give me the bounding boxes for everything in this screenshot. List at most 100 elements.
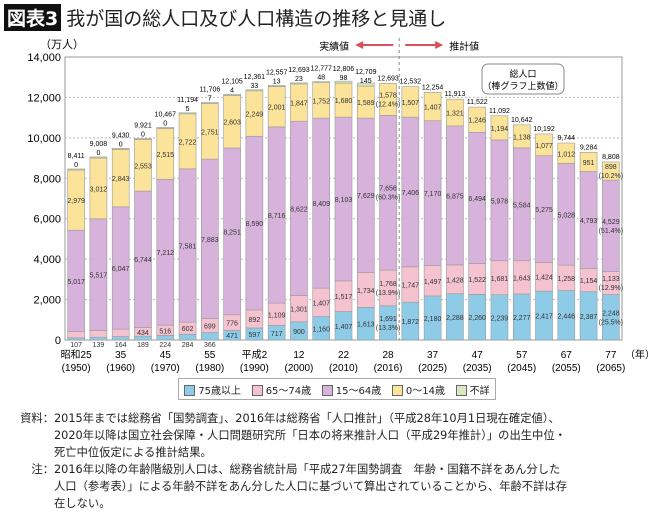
x-tick-era: 67 [561,350,573,361]
data-label: 7,406 [402,190,420,197]
data-label: 1,258 [558,276,576,283]
stacked-bar-chart: 02,0004,0006,0008,00010,00012,00014,000（… [27,38,655,374]
data-label: 1,680 [335,98,353,105]
data-label: 1,681 [491,276,509,283]
percent-label: (10.2%) [599,173,624,180]
data-label: 1,578 [379,92,397,99]
data-label: 1,160 [312,326,330,333]
unknown-label: 0 [119,141,123,148]
y-tick-label: 4,000 [33,254,61,266]
bar-segment-age75plus [67,337,85,341]
x-tick-year: (2010) [329,363,358,374]
data-label: 2,249 [246,112,264,119]
bar-segment-unknown [245,89,264,92]
x-tick-era: 47 [472,350,484,361]
total-label: 12,709 [355,69,377,76]
bar-segment-unknown [267,85,286,87]
data-label: 1,424 [535,275,553,282]
bar-segment-age0_14 [468,106,486,133]
figure-number: 図表3 [4,4,62,31]
data-label: 7,212 [156,250,174,257]
data-label: 2,180 [424,316,442,323]
data-label: 5,517 [90,273,108,280]
callout-box [481,63,565,95]
data-label: 7,581 [179,243,197,250]
note-text: 死亡中位仮定による推計結果。 [54,446,212,459]
data-label: 471 [226,333,238,340]
unknown-label: 98 [340,75,348,82]
data-label: 8,590 [246,221,264,228]
x-tick-era: 22 [338,350,350,361]
data-label: 1,407 [312,300,330,307]
note-head: 資料： [20,412,54,425]
data-label: 434 [137,330,149,337]
percent-label: (12.9%) [599,285,624,292]
data-label: 8,103 [335,197,353,204]
total-label: 9,008 [90,141,108,148]
legend-swatch [455,385,467,396]
note-line: 死亡中位仮定による推計結果。 [6,444,666,461]
x-tick-era: 57 [516,350,528,361]
data-label: 900 [293,329,305,336]
bar-segment-age75plus [178,333,197,341]
total-label: 12,693 [288,67,310,74]
data-label: 8,251 [223,229,241,236]
figure-title: 図表3 我が国の総人口及び人口構造の推移と見通し [4,4,446,31]
data-label: 1,138 [513,134,531,141]
bar-segment-age75plus [89,336,108,341]
notes: 資料： 2015年までは総務省「国勢調査」、2016年は総務省「人口推計」（平成2… [6,410,666,512]
unknown-label: 5 [186,106,190,113]
data-label: 1,768 [379,281,397,288]
data-label: 2,979 [67,198,85,205]
total-label: 8,808 [602,154,620,161]
note-line: 人口（参考表）」による年齢不詳をあん分した人口に基づいて算出されていることから、… [6,478,666,495]
y-tick-label: 10,000 [27,133,61,145]
data-label: 1,133 [602,276,620,283]
total-label: 11,913 [444,91,465,98]
note-head [6,478,54,495]
data-label: 2,603 [223,120,241,127]
x-tick-year: (2065) [596,363,625,374]
bar-segment-unknown [334,80,353,84]
x-tick-era: 12 [293,350,305,361]
data-label: 6,494 [468,196,486,203]
legend-swatch [184,385,196,396]
total-label: 10,192 [533,126,555,133]
total-label: 9,744 [558,135,576,142]
data-label: 8,622 [290,206,308,213]
percent-label: (25.5%) [599,319,624,326]
data-label: 2,843 [112,176,130,183]
total-label: 11,092 [489,108,510,115]
x-tick-year: (2016) [374,363,403,374]
unknown-label: 23 [295,76,303,83]
data-label: 951 [583,160,595,167]
bar-segment-age0_14 [423,91,442,122]
data-label: 2,239 [491,315,509,322]
unknown-label: 145 [360,78,372,85]
data-label: 5,978 [491,198,509,205]
legend-label: 75歳以上 [198,385,242,397]
bar-segment-age0_14 [446,98,464,127]
data-label: 6,875 [446,193,464,200]
x-axis-unit: （年） [625,348,655,361]
data-label: 4,793 [580,218,598,225]
y-tick-label: 12,000 [27,92,61,104]
note-text: 2016年以降の年齢階級別人口は、総務省統計局「平成27年国勢調査 年齢・国籍不… [54,463,561,476]
data-label: 2,387 [580,314,598,321]
note-line: 2020年以降は国立社会保障・人口問題研究所「日本の将来推計人口（平成29年推計… [6,427,666,444]
data-label: 699 [204,324,216,331]
percent-label: (12.4%) [376,101,401,108]
data-label: 1,012 [558,151,576,158]
bar-segment-unknown [156,127,175,129]
note-line: 注： 2016年以降の年齢階級別人口は、総務省統計局「平成27年国勢調査 年齢・国… [6,461,666,478]
total-label: 12,105 [221,78,243,85]
x-tick-year: (2055) [552,363,581,374]
bar-segment-unknown [178,112,197,115]
data-label: 1,643 [513,275,531,282]
data-label: 1,428 [446,277,464,284]
data-label: 7,883 [201,237,219,244]
total-label: 12,777 [311,66,333,73]
x-tick-era: 28 [382,350,394,361]
note-text: 2015年までは総務省「国勢調査」、2016年は総務省「人口推計」（平成28年1… [54,412,560,425]
